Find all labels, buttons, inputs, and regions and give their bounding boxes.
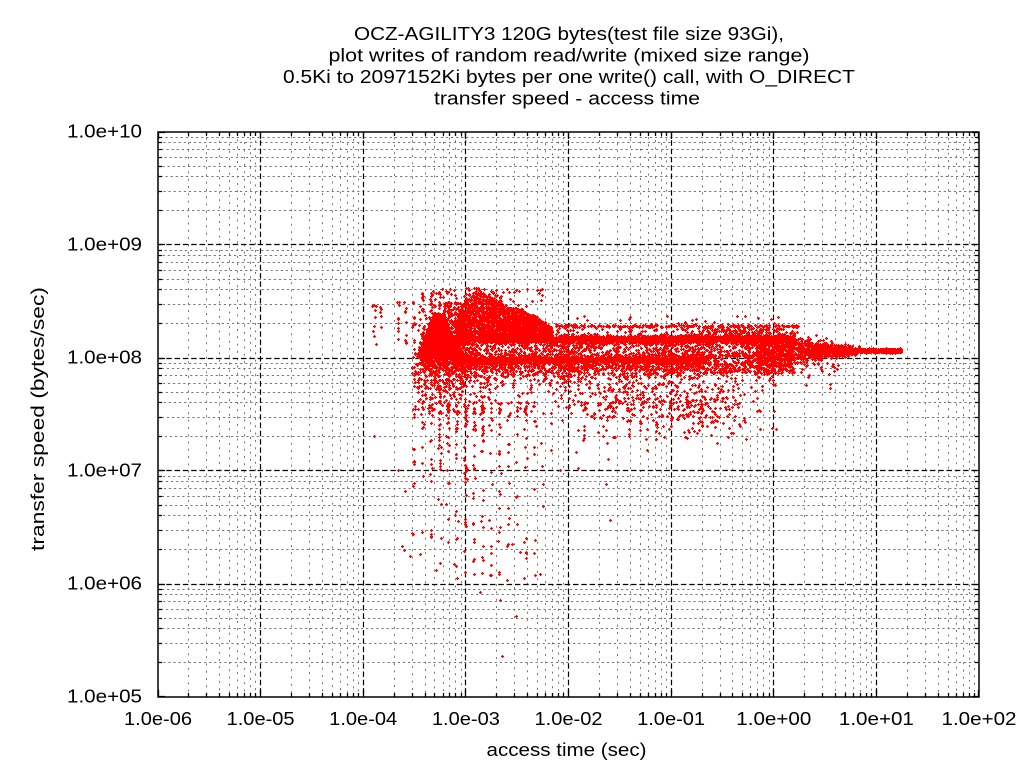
svg-text:1.0e+05: 1.0e+05	[67, 686, 142, 706]
svg-text:1.0e+02: 1.0e+02	[942, 709, 1017, 729]
svg-text:access time (sec): access time (sec)	[487, 740, 647, 760]
svg-text:1.0e-06: 1.0e-06	[124, 709, 192, 729]
svg-text:1.0e+00: 1.0e+00	[736, 709, 811, 729]
svg-text:transfer speed - access time: transfer speed - access time	[434, 89, 700, 109]
svg-text:transfer speed (bytes/sec): transfer speed (bytes/sec)	[28, 287, 48, 551]
svg-text:1.0e-04: 1.0e-04	[329, 709, 397, 729]
svg-text:plot writes of random read/wri: plot writes of random read/write (mixed …	[329, 46, 810, 66]
svg-text:1.0e+06: 1.0e+06	[67, 573, 142, 593]
svg-text:1.0e-02: 1.0e-02	[535, 709, 603, 729]
svg-text:1.0e-03: 1.0e-03	[432, 709, 500, 729]
svg-text:1.0e+09: 1.0e+09	[67, 234, 142, 254]
svg-text:1.0e+10: 1.0e+10	[67, 121, 142, 141]
svg-text:1.0e+08: 1.0e+08	[67, 347, 142, 367]
svg-text:1.0e-01: 1.0e-01	[637, 709, 705, 729]
svg-text:0.5Ki to 2097152Ki bytes per o: 0.5Ki to 2097152Ki bytes per one write()…	[283, 67, 855, 88]
svg-text:OCZ-AGILITY3 120G bytes(test f: OCZ-AGILITY3 120G bytes(test file size 9…	[354, 24, 784, 44]
svg-text:1.0e+01: 1.0e+01	[839, 709, 914, 729]
svg-text:1.0e-05: 1.0e-05	[227, 709, 295, 729]
svg-text:1.0e+07: 1.0e+07	[67, 460, 142, 480]
